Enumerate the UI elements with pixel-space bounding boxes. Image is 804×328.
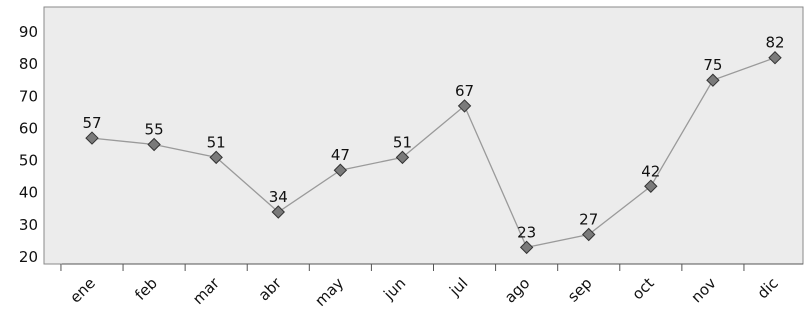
data-labels: 57 55 51 34 47 51 67 23 27 42 75 82 (82, 34, 784, 242)
plot-area (43, 6, 804, 265)
x-tick-label: jun (379, 274, 409, 304)
y-tick-label: 90 (19, 23, 38, 41)
y-axis: 20 30 40 50 60 70 80 90 (19, 23, 38, 266)
y-tick-label: 20 (19, 248, 38, 266)
data-point-marker (768, 51, 782, 65)
x-tick-label: mar (189, 274, 224, 309)
data-label: 51 (207, 133, 226, 151)
x-tick-label: may (311, 274, 347, 310)
data-label: 55 (145, 121, 164, 139)
data-point-marker (582, 227, 596, 242)
data-point-marker (209, 150, 223, 165)
data-label: 34 (269, 188, 288, 206)
x-tick-label: nov (688, 274, 720, 306)
x-tick-label: abr (255, 274, 286, 305)
data-point-marker (271, 205, 285, 219)
y-tick-label: 70 (19, 87, 38, 105)
data-point-marker (519, 240, 534, 255)
x-tick-label: feb (131, 274, 161, 304)
data-label: 23 (517, 223, 536, 241)
data-point-marker (85, 131, 99, 145)
y-tick-label: 30 (19, 216, 38, 234)
x-tick-label: dic (754, 274, 782, 302)
y-tick-label: 40 (19, 184, 38, 202)
data-point-marker (147, 137, 161, 152)
data-point-marker (457, 99, 472, 113)
data-point-marker (395, 150, 410, 165)
data-point-marker (644, 179, 658, 193)
data-label: 82 (765, 34, 784, 52)
data-label: 47 (331, 146, 350, 164)
x-tick-label: sep (564, 274, 596, 306)
data-label: 27 (579, 211, 598, 229)
data-label: 51 (393, 133, 412, 151)
x-tick-label: jul (445, 274, 471, 300)
x-tick-label: ene (66, 274, 99, 307)
data-point-marker (333, 163, 348, 177)
x-axis: ene feb mar abr may jun jul ago sep oct nov dic (60, 263, 803, 310)
data-label: 75 (703, 56, 722, 74)
data-point-marker (706, 73, 720, 87)
x-tick-label: oct (628, 274, 657, 303)
y-tick-label: 50 (19, 152, 38, 170)
y-tick-label: 80 (19, 55, 38, 73)
data-markers (85, 51, 782, 255)
data-label: 42 (641, 162, 660, 180)
y-tick-label: 60 (19, 119, 38, 137)
series-line (91, 57, 776, 249)
data-label: 57 (82, 114, 101, 132)
data-label: 67 (455, 82, 474, 100)
x-tick-label: ago (501, 274, 533, 306)
